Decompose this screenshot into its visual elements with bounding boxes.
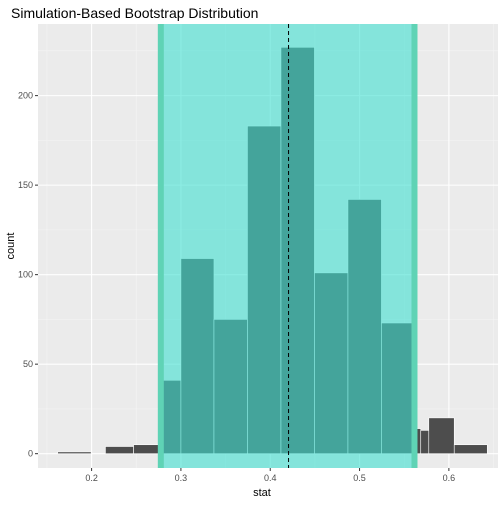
ci-lower-edge <box>157 24 164 468</box>
x-tick-label: 0.6 <box>443 473 456 483</box>
histogram-bar <box>57 451 92 454</box>
y-axis-label: count <box>5 233 17 260</box>
y-tick-label: 200 <box>18 91 33 101</box>
histogram-bar <box>428 417 455 454</box>
y-tick-label: 150 <box>18 180 33 190</box>
x-tick-label: 0.5 <box>353 473 366 483</box>
histogram-bar <box>105 446 134 454</box>
x-axis: 0.2 0.3 0.4 0.5 0.6 <box>85 468 455 483</box>
ci-shade <box>160 24 415 468</box>
y-axis: 0 50 100 150 200 <box>18 91 38 459</box>
y-tick-label: 0 <box>28 449 33 459</box>
chart-title: Simulation-Based Bootstrap Distribution <box>11 5 258 21</box>
x-axis-label: stat <box>253 487 271 499</box>
y-tick-label: 100 <box>18 270 33 280</box>
x-tick-label: 0.2 <box>85 473 98 483</box>
y-tick-label: 50 <box>23 359 33 369</box>
histogram-bar <box>133 444 162 454</box>
ci-upper-edge <box>411 24 418 468</box>
x-tick-label: 0.3 <box>175 473 188 483</box>
histogram-bar <box>420 430 430 454</box>
x-tick-label: 0.4 <box>264 473 277 483</box>
confidence-interval-band <box>157 24 418 468</box>
histogram-bar <box>453 444 488 454</box>
